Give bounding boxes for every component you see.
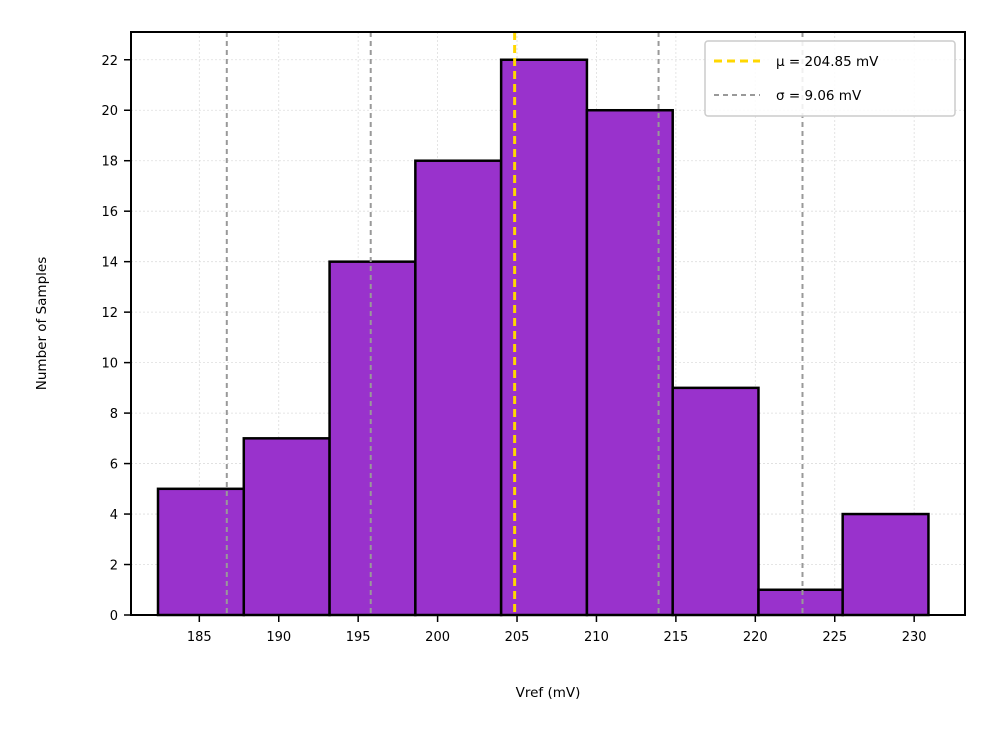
- bars: [156, 58, 930, 617]
- legend-sigma-label: σ = 9.06 mV: [776, 88, 862, 104]
- histogram-bar: [328, 260, 417, 617]
- x-tick-label: 195: [346, 630, 371, 645]
- y-tick-label: 16: [101, 205, 118, 220]
- histogram-bar: [156, 487, 246, 617]
- y-tick-label: 14: [101, 256, 118, 271]
- legend-mean-label: μ = 204.85 mV: [776, 54, 879, 70]
- x-axis-label: Vref (mV): [516, 685, 581, 701]
- y-tick-label: 2: [110, 559, 118, 574]
- y-tick-label: 12: [101, 306, 118, 321]
- x-tick-label: 230: [902, 630, 927, 645]
- y-tick-label: 22: [101, 54, 118, 69]
- y-tick-label: 20: [101, 104, 118, 119]
- histogram-bar: [841, 512, 930, 617]
- reference-lines: [225, 32, 804, 615]
- y-tick-label: 0: [110, 609, 118, 624]
- histogram-bar: [242, 437, 331, 617]
- x-tick-label: 205: [505, 630, 530, 645]
- y-tick-label: 4: [110, 508, 118, 523]
- x-tick-label: 200: [425, 630, 450, 645]
- legend-box: [704, 40, 956, 117]
- y-tick-label: 10: [101, 357, 118, 372]
- x-tick-label: 215: [663, 630, 688, 645]
- plot-area-frame: [130, 31, 966, 616]
- x-tick-label: 190: [266, 630, 291, 645]
- y-tick-label: 6: [110, 458, 118, 473]
- x-tick-label: 225: [822, 630, 847, 645]
- x-tick-label: 185: [187, 630, 212, 645]
- x-tick-label: 210: [584, 630, 609, 645]
- histogram-bar: [585, 108, 674, 617]
- y-axis-label: Number of Samples: [34, 257, 50, 390]
- legend: μ = 204.85 mV σ = 9.06 mV: [704, 40, 956, 117]
- histogram-bar: [671, 386, 760, 617]
- axis-ticks: 185 190 195 200 205 210 215 220 225 230 0 2 4 6 8 10 12 1…: [101, 54, 926, 645]
- y-tick-label: 18: [101, 155, 118, 170]
- x-tick-label: 220: [743, 630, 768, 645]
- histogram-bar: [414, 159, 503, 617]
- y-tick-label: 8: [110, 407, 118, 422]
- histogram-bar: [757, 588, 844, 617]
